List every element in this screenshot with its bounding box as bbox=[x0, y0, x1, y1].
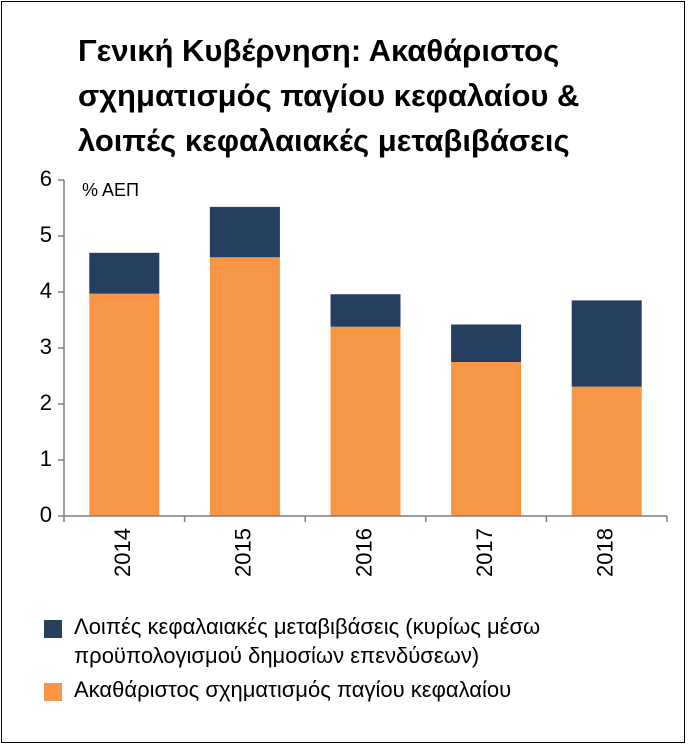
chart-plot: 2014 2015 2016 2017 2018 0 1 2 3 4 5 6 bbox=[40, 166, 668, 577]
y-tick-label-3: 3 bbox=[40, 334, 52, 359]
bar-2015-gross-fixed-capital-formation bbox=[209, 257, 280, 516]
bar-2018-gross-fixed-capital-formation bbox=[571, 386, 642, 516]
y-tick-label-1: 1 bbox=[40, 446, 52, 471]
x-tick-label-2018: 2018 bbox=[593, 528, 618, 577]
chart-frame: Γενική Κυβέρνηση: Ακαθάριστος σχηματισμό… bbox=[1, 1, 685, 743]
legend: Λοιπές κεφαλαιακές μεταβιβάσεις (κυρίως … bbox=[44, 612, 664, 704]
y-tick-label-6: 6 bbox=[40, 166, 52, 191]
x-tick-label-2016: 2016 bbox=[351, 528, 376, 577]
legend-swatch-other-capital-transfers bbox=[44, 620, 62, 638]
y-tick-label-2: 2 bbox=[40, 390, 52, 415]
x-tick-label-2017: 2017 bbox=[472, 528, 497, 577]
bar-2017-gross-fixed-capital-formation bbox=[451, 362, 522, 516]
legend-label-gross-fixed-capital-formation: Ακαθάριστος σχηματισμός παγίου κεφαλαίου bbox=[74, 677, 512, 702]
axis-layer: 2014 2015 2016 2017 2018 0 1 2 3 4 5 6 bbox=[40, 166, 668, 577]
bars-layer bbox=[89, 206, 642, 516]
bar-2014-gross-fixed-capital-formation bbox=[89, 293, 160, 516]
y-unit-label: % ΑΕΠ bbox=[82, 180, 140, 200]
bar-2015-other-capital-transfers bbox=[209, 206, 280, 258]
legend-item-gross-fixed-capital-formation: Ακαθάριστος σχηματισμός παγίου κεφαλαίου bbox=[44, 675, 664, 704]
x-tick-label-2015: 2015 bbox=[231, 528, 256, 577]
bar-2016-gross-fixed-capital-formation bbox=[330, 326, 401, 516]
legend-label-other-capital-transfers: Λοιπές κεφαλαιακές μεταβιβάσεις (κυρίως … bbox=[74, 614, 541, 668]
y-tick-label-5: 5 bbox=[40, 222, 52, 247]
chart-title: Γενική Κυβέρνηση: Ακαθάριστος σχηματισμό… bbox=[78, 33, 580, 158]
bar-2016-other-capital-transfers bbox=[330, 294, 401, 327]
y-tick-label-4: 4 bbox=[40, 278, 52, 303]
legend-item-other-capital-transfers: Λοιπές κεφαλαιακές μεταβιβάσεις (κυρίως … bbox=[44, 612, 664, 670]
bar-2018-other-capital-transfers bbox=[571, 300, 642, 387]
y-tick-label-0: 0 bbox=[40, 502, 52, 527]
x-tick-label-2014: 2014 bbox=[110, 528, 135, 577]
bar-2014-other-capital-transfers bbox=[89, 252, 160, 294]
legend-swatch-gross-fixed-capital-formation bbox=[44, 683, 62, 701]
bar-2017-other-capital-transfers bbox=[451, 324, 522, 362]
